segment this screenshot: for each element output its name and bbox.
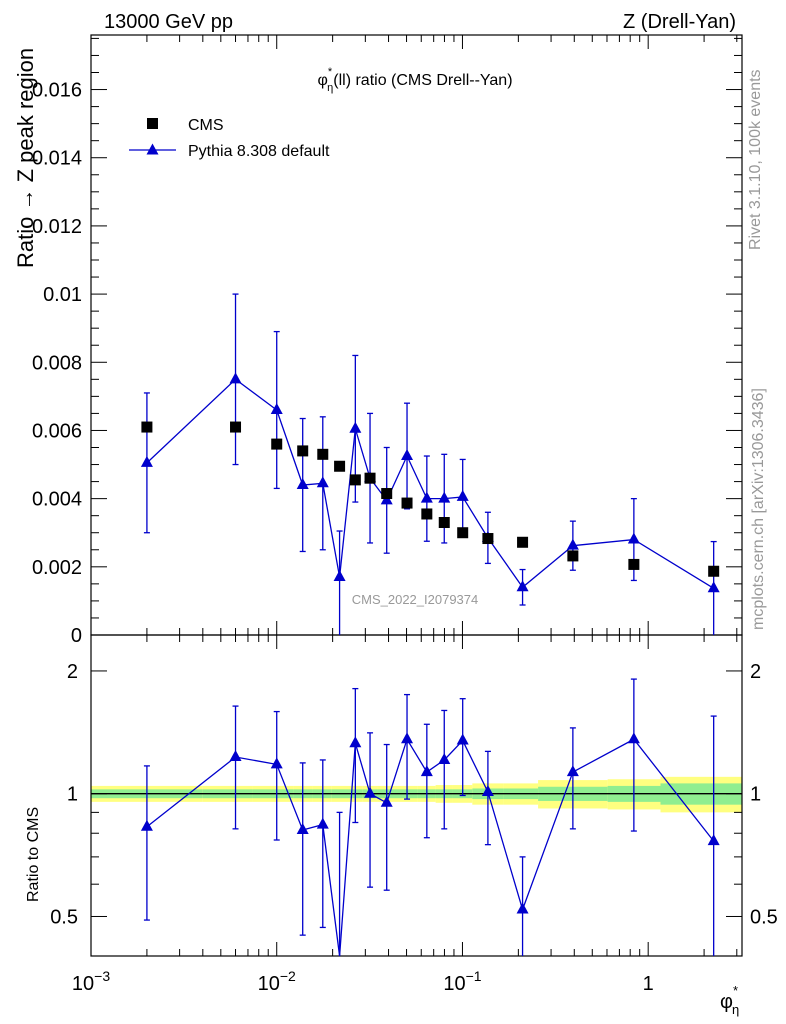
y-tick-label: 0.008	[32, 352, 82, 374]
axis-ticks	[90, 35, 742, 957]
cms-point	[317, 448, 329, 460]
ratio-point	[270, 757, 283, 769]
pythia-line	[146, 378, 715, 589]
cms-point	[457, 527, 469, 539]
y-tick-label-right: 0.5	[750, 906, 778, 928]
lower-frame	[90, 634, 743, 957]
y-tick-label: 0.006	[32, 420, 82, 442]
mcplots-credit-label: mcplots.cern.ch [arXiv:1306.3436]	[750, 388, 767, 630]
ratio-point	[707, 834, 720, 846]
lower-data-layer	[140, 678, 720, 957]
x-tick-label: 10−1	[443, 968, 481, 995]
cms-point	[708, 565, 720, 577]
pythia-point	[333, 570, 346, 582]
y-tick-label-left: 1	[67, 784, 78, 806]
y-tick-label: 0.012	[32, 216, 82, 238]
y-tick-label-left: 2	[67, 661, 78, 683]
ratio-point	[627, 732, 640, 744]
cms-point	[482, 533, 494, 545]
pythia-point	[401, 449, 414, 461]
pythia-point	[316, 476, 329, 488]
y-tick-label-right: 2	[750, 661, 761, 683]
x-axis-label: φ* η	[720, 983, 739, 1017]
ratio-point	[420, 765, 433, 777]
pythia-point	[566, 538, 579, 550]
x-tick-label: 10−2	[258, 968, 296, 995]
legend-cms-marker	[147, 118, 158, 129]
cms-point	[271, 438, 283, 450]
ratio-point	[349, 736, 362, 748]
upper-data-layer	[140, 293, 720, 635]
cms-point	[517, 536, 529, 548]
cms-point	[349, 474, 361, 486]
ratio-point	[296, 822, 309, 834]
pythia-point	[349, 421, 362, 433]
pythia-point	[270, 403, 283, 414]
ratio-point	[566, 765, 579, 777]
ratio-point	[516, 902, 529, 914]
ratio-point	[401, 732, 414, 744]
y-tick-label: 0.01	[43, 284, 82, 306]
ratio-line	[146, 737, 715, 957]
cms-point	[401, 497, 413, 509]
pythia-point	[296, 478, 309, 489]
process-label: Z (Drell-Yan)	[623, 11, 736, 33]
tick-labels: 10−3 10−2 10−1 1 0 0.002 0.004 0.006 0.008 0.01 0.…	[32, 80, 778, 995]
ratio-point	[481, 784, 494, 796]
y-tick-label-right: 1	[750, 784, 761, 806]
analysis-id-watermark: CMS_2022_I2079374	[352, 592, 479, 607]
upper-y-axis-label: Ratio → Z peak region	[13, 48, 38, 268]
y-tick-label: 0	[71, 625, 82, 647]
pythia-point	[627, 532, 640, 544]
cms-point	[567, 550, 579, 562]
legend-pythia-marker	[146, 143, 159, 155]
rivet-version-label: Rivet 3.1.10, 100k events	[747, 69, 764, 250]
y-tick-label: 0.002	[32, 557, 82, 579]
ratio-point	[438, 752, 451, 764]
ratio-point	[456, 733, 469, 745]
pythia-point	[438, 491, 451, 503]
energy-label: 13000 GeV pp	[104, 11, 233, 33]
y-tick-label: 0.004	[32, 489, 82, 511]
cms-point	[364, 472, 376, 484]
pythia-point	[420, 491, 433, 503]
lower-y-axis-label: Ratio to CMS	[25, 807, 42, 902]
ratio-point	[229, 750, 242, 762]
cms-point	[381, 488, 393, 500]
ratio-point	[364, 786, 377, 798]
cms-point	[141, 421, 153, 433]
pythia-point	[229, 372, 242, 384]
plot-title: φ* η(ll) ratio (CMS Drell--Yan)	[317, 66, 512, 94]
cms-point	[421, 508, 433, 520]
cms-point	[334, 460, 346, 472]
y-tick-label: 0.016	[32, 80, 82, 102]
pythia-point	[516, 580, 529, 592]
x-tick-label: 10−3	[72, 968, 110, 995]
legend-cms-label: CMS	[188, 117, 224, 134]
cms-point	[297, 445, 309, 457]
pythia-point	[140, 455, 153, 467]
y-tick-label: 0.014	[32, 148, 82, 170]
legend: CMS Pythia 8.308 default	[129, 117, 330, 160]
ratio-point	[140, 819, 153, 831]
cms-point	[438, 517, 450, 528]
ratio-point	[380, 795, 393, 807]
cms-point	[230, 421, 242, 433]
pythia-point	[456, 489, 469, 501]
ratio-point	[316, 817, 329, 829]
x-tick-label: 1	[643, 973, 654, 995]
y-tick-label-left: 0.5	[50, 906, 78, 928]
cms-point	[628, 558, 640, 570]
legend-pythia-label: Pythia 8.308 default	[188, 143, 330, 160]
pythia-point	[707, 581, 720, 593]
